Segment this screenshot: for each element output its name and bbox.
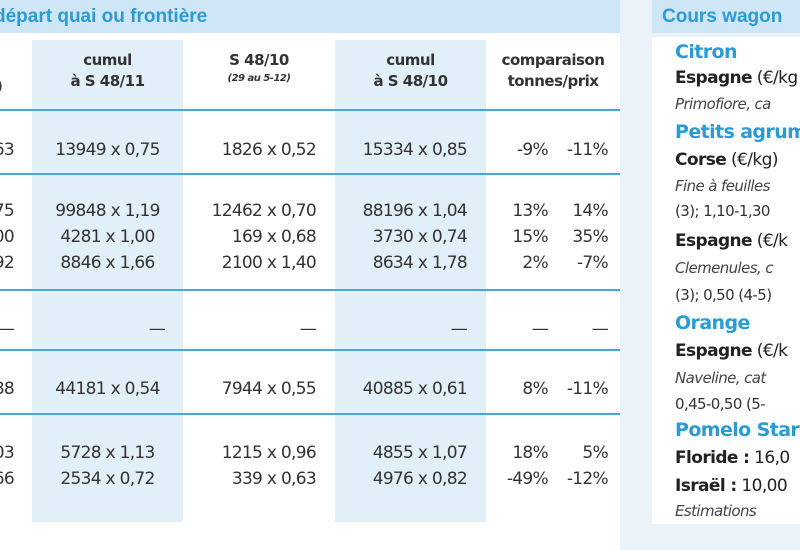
product-heading: Petits agrum: [675, 121, 800, 143]
cell-cumul-10: 88196 x 1,04: [362, 201, 468, 221]
variety-line: Clemenules, c: [675, 259, 774, 277]
variety-line: Primofiore, ca: [675, 95, 771, 113]
cell-partial: 00: [0, 227, 15, 247]
price-line: 0,45-0,50 (5-: [675, 395, 766, 413]
column-shade-cumul-11: [32, 40, 183, 522]
cell-cumul-11: 4281 x 1,00: [60, 227, 155, 247]
cell-cumul-10: 40885 x 0,61: [362, 379, 468, 399]
header-cumul-10: cumul à S 48/10: [373, 51, 448, 90]
cell-week-48-10: 169 x 0,68: [231, 227, 317, 247]
country-line: Espagne (€/k: [675, 231, 788, 251]
cell-partial: 66: [0, 469, 15, 489]
cell-partial: 88: [0, 379, 15, 399]
cell-compare-tonnes: 8%: [522, 379, 548, 399]
cell-compare-tonnes: -9%: [516, 140, 549, 160]
cell-week-48-10: 339 x 0,63: [231, 469, 317, 489]
cell-compare-tonnes: 18%: [512, 443, 548, 463]
price-line: (3); 0,50 (4-5): [675, 286, 772, 304]
cell-partial: 63: [0, 140, 15, 160]
product-heading: Citron: [675, 41, 737, 63]
cell-cumul-11: —: [148, 319, 166, 339]
product-heading: Orange: [675, 312, 750, 334]
cell-compare-price: -7%: [576, 253, 609, 273]
cell-cumul-10: 8634 x 1,78: [372, 253, 468, 273]
cell-partial: 92: [0, 253, 15, 273]
row-divider: [0, 289, 620, 291]
cell-compare-tonnes: 15%: [512, 227, 548, 247]
cell-cumul-10: 3730 x 0,74: [372, 227, 468, 247]
wagon-prices-sidebar: Cours wagon Citron Espagne (€/kg Primofi…: [652, 0, 800, 550]
cell-partial: —: [0, 316, 15, 342]
cell-compare-tonnes: -49%: [506, 469, 549, 489]
cell-cumul-11: 13949 x 0,75: [55, 140, 160, 160]
cell-cumul-11: 5728 x 1,13: [60, 443, 155, 463]
country-line: Espagne (€/kg: [675, 68, 798, 88]
cell-week-48-10: 7944 x 0,55: [221, 379, 317, 399]
row-divider: [0, 413, 620, 415]
header-week-48-10: S 48/10 (29 au 5-12): [227, 51, 291, 84]
country-line: Corse (€/kg): [675, 150, 778, 170]
cell-compare-price: 14%: [572, 201, 608, 221]
cell-week-48-10: 12462 x 0,70: [211, 201, 317, 221]
sidebar-panel: Citron Espagne (€/kg Primofiore, ca Peti…: [652, 37, 800, 524]
cell-week-48-10: 1215 x 0,96: [221, 443, 317, 463]
row-divider: [0, 109, 620, 111]
cell-compare-tonnes: 13%: [512, 201, 548, 221]
cell-week-48-10: —: [299, 319, 317, 339]
cell-cumul-11: 44181 x 0,54: [55, 379, 160, 399]
cell-compare-price: -12%: [566, 469, 609, 489]
cell-compare-price: —: [591, 319, 609, 339]
section-title: départ quai ou frontière: [0, 0, 620, 33]
cell-cumul-10: —: [450, 319, 468, 339]
country-line: Espagne (€/k: [675, 341, 788, 361]
price-line: (3); 1,10-1,30: [675, 202, 770, 220]
footnote-estimations: Estimations: [675, 502, 757, 520]
cell-compare-price: -11%: [566, 379, 609, 399]
cell-week-48-10: 1826 x 0,52: [221, 140, 317, 160]
cell-week-48-10: 2100 x 1,40: [221, 253, 317, 273]
cell-cumul-10: 4855 x 1,07: [372, 443, 468, 463]
header-partial: ): [0, 76, 6, 97]
cell-cumul-10: 4976 x 0,82: [372, 469, 468, 489]
cell-cumul-11: 2534 x 0,72: [60, 469, 155, 489]
country-line: Israël : 10,00: [675, 476, 788, 496]
country-line: Floride : 16,0: [675, 448, 790, 468]
cell-cumul-11: 8846 x 1,66: [60, 253, 155, 273]
sidebar-title: Cours wagon: [652, 0, 800, 33]
row-divider: [0, 349, 620, 351]
cell-partial: 75: [0, 201, 15, 221]
row-divider: [0, 173, 620, 175]
cell-compare-price: 35%: [572, 227, 608, 247]
cell-cumul-11: 99848 x 1,19: [55, 201, 160, 221]
header-cumul-11: cumul à S 48/11: [70, 51, 145, 90]
cell-cumul-10: 15334 x 0,85: [362, 140, 468, 160]
variety-line: Naveline, cat: [675, 369, 766, 387]
header-comparison: comparaison tonnes/prix: [501, 51, 605, 90]
cell-compare-tonnes: 2%: [522, 253, 548, 273]
column-shade-cumul-10: [335, 40, 486, 522]
variety-line: Fine à feuilles: [675, 177, 770, 195]
cell-compare-tonnes: —: [531, 319, 549, 339]
product-heading: Pomelo Star: [675, 419, 800, 441]
cell-compare-price: 5%: [582, 443, 608, 463]
cell-partial: 03: [0, 443, 15, 463]
cell-compare-price: -11%: [566, 140, 609, 160]
